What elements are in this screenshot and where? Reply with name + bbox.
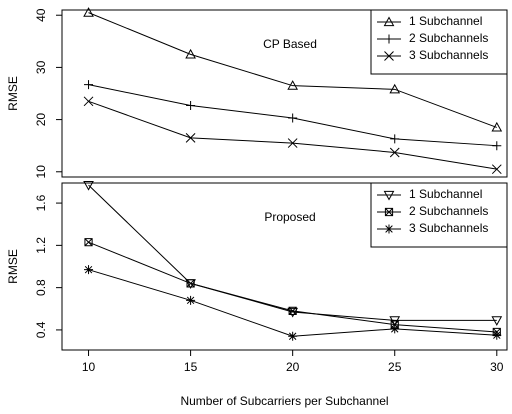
- point: [83, 181, 94, 191]
- series-line: [88, 12, 497, 128]
- legend-marker: [384, 224, 394, 234]
- y-tick-label: 0.4: [34, 321, 48, 338]
- y-tick-label: 20: [34, 113, 48, 127]
- y-tick-label: 30: [34, 60, 48, 74]
- point: [288, 331, 298, 341]
- annotation: CP Based: [263, 37, 317, 51]
- point: [287, 307, 299, 318]
- plot-frame: [61, 182, 508, 351]
- legend-marker: [383, 190, 395, 201]
- point: [287, 80, 299, 90]
- x-axis-label: Number of Subcarriers per Subchannel: [180, 394, 388, 408]
- point: [186, 101, 196, 111]
- point: [491, 164, 502, 175]
- x-tick-label: 10: [82, 360, 96, 374]
- point: [83, 7, 94, 17]
- series-line: [88, 100, 497, 170]
- y-tick-label: 1.2: [34, 237, 48, 254]
- point: [84, 80, 94, 90]
- point: [491, 316, 503, 326]
- point: [84, 238, 93, 247]
- legend-box: [370, 182, 508, 248]
- point: [491, 121, 503, 132]
- series-line: [88, 269, 497, 337]
- point: [390, 134, 400, 144]
- plot-frame: [61, 9, 508, 178]
- series-line: [88, 241, 497, 333]
- y-tick-label: 1.6: [34, 194, 48, 211]
- point: [390, 324, 400, 334]
- legend-box: [370, 9, 508, 75]
- legend-marker: [384, 51, 394, 61]
- legend-label: 2 Subchannels: [409, 204, 488, 218]
- point: [186, 295, 196, 305]
- legend-label: 1 Subchannel: [409, 187, 482, 201]
- series-line: [88, 184, 497, 321]
- legend-label: 1 Subchannel: [409, 14, 482, 28]
- point: [492, 330, 502, 340]
- legend-label: 3 Subchannels: [409, 48, 488, 62]
- point: [288, 113, 298, 123]
- y-axis-label: RMSE: [6, 76, 20, 111]
- legend-label: 3 Subchannels: [409, 221, 488, 235]
- point: [389, 147, 400, 158]
- point: [84, 265, 94, 275]
- y-axis-label: RMSE: [6, 249, 20, 284]
- point: [83, 96, 94, 107]
- point: [492, 141, 502, 151]
- point: [185, 133, 196, 143]
- point: [186, 279, 195, 288]
- y-tick-label: 10: [34, 165, 48, 179]
- x-tick-label: 25: [388, 360, 402, 374]
- legend-marker: [384, 207, 394, 217]
- y-tick-label: 0.8: [34, 279, 48, 296]
- legend-label: 2 Subchannels: [409, 31, 488, 45]
- annotation: Proposed: [264, 210, 315, 224]
- point: [288, 306, 297, 315]
- point: [287, 138, 298, 148]
- x-tick-label: 15: [184, 360, 198, 374]
- x-tick-label: 20: [286, 360, 300, 374]
- legend-marker: [383, 16, 395, 27]
- legend-marker: [384, 34, 394, 44]
- x-tick-label: 30: [490, 360, 504, 374]
- point: [389, 83, 401, 94]
- point: [185, 48, 196, 59]
- y-tick-label: 40: [34, 8, 48, 22]
